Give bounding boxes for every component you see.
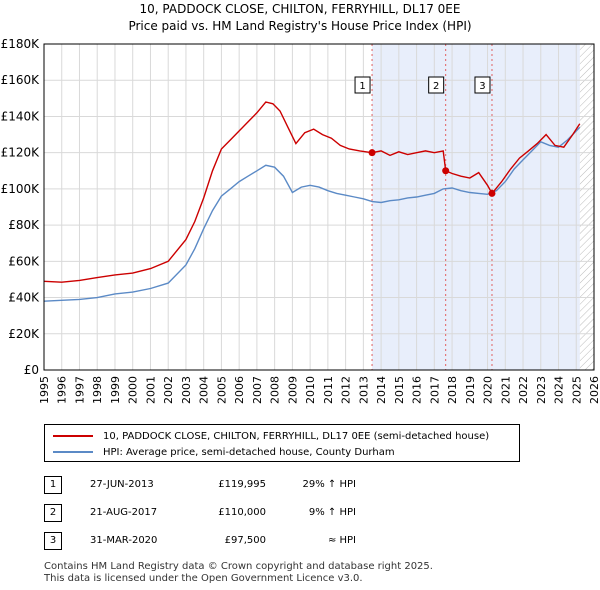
x-tick-label: 2020 <box>482 376 495 404</box>
x-tick-label: 2019 <box>464 376 477 404</box>
sale-row: 1 27-JUN-2013 £119,995 29% ↑ HPI <box>44 476 404 496</box>
sale-number: 1 <box>44 476 62 494</box>
hpi-line <box>43 126 581 302</box>
x-tick-label: 2010 <box>304 376 317 404</box>
property-price-line <box>43 101 581 283</box>
x-tick-label: 2005 <box>215 376 228 404</box>
sale-number: 2 <box>44 504 62 522</box>
x-tick-label: 2006 <box>233 376 246 404</box>
legend-label-property: 10, PADDOCK CLOSE, CHILTON, FERRYHILL, D… <box>103 430 490 442</box>
x-tick-label: 2014 <box>375 376 388 404</box>
x-tick-label: 2025 <box>570 376 583 404</box>
x-tick-label: 2024 <box>553 376 566 404</box>
y-tick-label: £80K <box>8 218 40 232</box>
y-tick-label: £60K <box>8 254 40 268</box>
x-tick-label: 2003 <box>180 376 193 404</box>
sale-marker-box <box>354 76 371 94</box>
sale-hpi-change: ≈ HPI <box>327 535 356 546</box>
sale-marker-label: 1 <box>359 81 365 92</box>
y-tick-label: £20K <box>8 327 40 341</box>
sale-marker-box <box>474 76 491 94</box>
sale-hpi-change: 9% ↑ HPI <box>308 507 356 518</box>
sale-point <box>442 167 450 175</box>
sale-price: £119,995 <box>218 479 266 490</box>
y-tick-label: £160K <box>1 73 41 87</box>
x-tick-label: 2000 <box>127 376 140 404</box>
x-tick-label: 2009 <box>286 376 299 404</box>
x-tick-label: 2026 <box>588 376 600 404</box>
sale-number: 3 <box>44 532 62 550</box>
x-tick-label: 1998 <box>91 376 104 404</box>
x-tick-label: 2002 <box>162 376 175 404</box>
x-tick-label: 2013 <box>357 376 370 404</box>
sale-hpi-change: 29% ↑ HPI <box>302 479 356 490</box>
chart-title: 10, PADDOCK CLOSE, CHILTON, FERRYHILL, D… <box>139 2 461 16</box>
chart-subtitle: Price paid vs. HM Land Registry's House … <box>128 19 472 33</box>
x-tick-label: 2004 <box>198 376 211 404</box>
sale-point <box>488 189 496 197</box>
x-tick-label: 2021 <box>499 376 512 404</box>
y-tick-label: £0 <box>24 363 39 377</box>
sale-row: 3 31-MAR-2020 £97,500 ≈ HPI <box>44 532 404 552</box>
forecast-hatch <box>579 44 594 370</box>
y-tick-label: £180K <box>1 37 41 51</box>
footer-licence: This data is licensed under the Open Gov… <box>44 573 363 584</box>
sale-date: 27-JUN-2013 <box>90 479 154 490</box>
footer-copyright: Contains HM Land Registry data © Crown c… <box>44 561 433 572</box>
y-tick-label: £100K <box>1 182 41 196</box>
x-tick-label: 2017 <box>428 376 441 404</box>
legend-label-hpi: HPI: Average price, semi-detached house,… <box>103 446 395 458</box>
plot-frame <box>43 43 595 371</box>
y-tick-label: £120K <box>1 146 41 160</box>
y-tick-label: £40K <box>8 291 40 305</box>
shaded-period <box>372 44 580 370</box>
x-tick-label: 2016 <box>411 376 424 404</box>
x-tick-label: 1996 <box>56 376 69 404</box>
x-tick-label: 2001 <box>144 376 157 404</box>
x-tick-label: 1995 <box>38 376 51 404</box>
sale-row: 2 21-AUG-2017 £110,000 9% ↑ HPI <box>44 504 404 524</box>
x-tick-label: 2007 <box>251 376 264 404</box>
y-tick-label: £140K <box>1 109 41 123</box>
sale-point <box>368 149 376 157</box>
sale-marker-label: 2 <box>433 81 439 92</box>
sale-price: £110,000 <box>218 507 266 518</box>
sale-marker-box <box>428 76 445 94</box>
x-tick-label: 2023 <box>535 376 548 404</box>
sale-date: 21-AUG-2017 <box>90 507 158 518</box>
legend-item-property: 10, PADDOCK CLOSE, CHILTON, FERRYHILL, D… <box>53 428 489 444</box>
legend-swatch-property <box>53 435 93 437</box>
sale-marker-label: 3 <box>479 81 485 92</box>
legend: 10, PADDOCK CLOSE, CHILTON, FERRYHILL, D… <box>44 424 520 462</box>
sale-price: £97,500 <box>224 535 266 546</box>
x-tick-label: 2022 <box>517 376 530 404</box>
price-chart: 1 2 3 £0 £20K £40K £60K £80K £100K £120K £140K £16… <box>1 37 600 404</box>
x-tick-label: 2018 <box>446 376 459 404</box>
legend-item-hpi: HPI: Average price, semi-detached house,… <box>53 444 395 460</box>
x-tick-label: 2015 <box>393 376 406 404</box>
x-tick-label: 2012 <box>340 376 353 404</box>
x-tick-label: 1999 <box>109 376 122 404</box>
x-tick-label: 2011 <box>322 376 335 404</box>
legend-swatch-hpi <box>53 451 93 453</box>
x-tick-label: 2008 <box>269 376 282 404</box>
sale-date: 31-MAR-2020 <box>90 535 158 546</box>
x-tick-label: 1997 <box>73 376 86 404</box>
